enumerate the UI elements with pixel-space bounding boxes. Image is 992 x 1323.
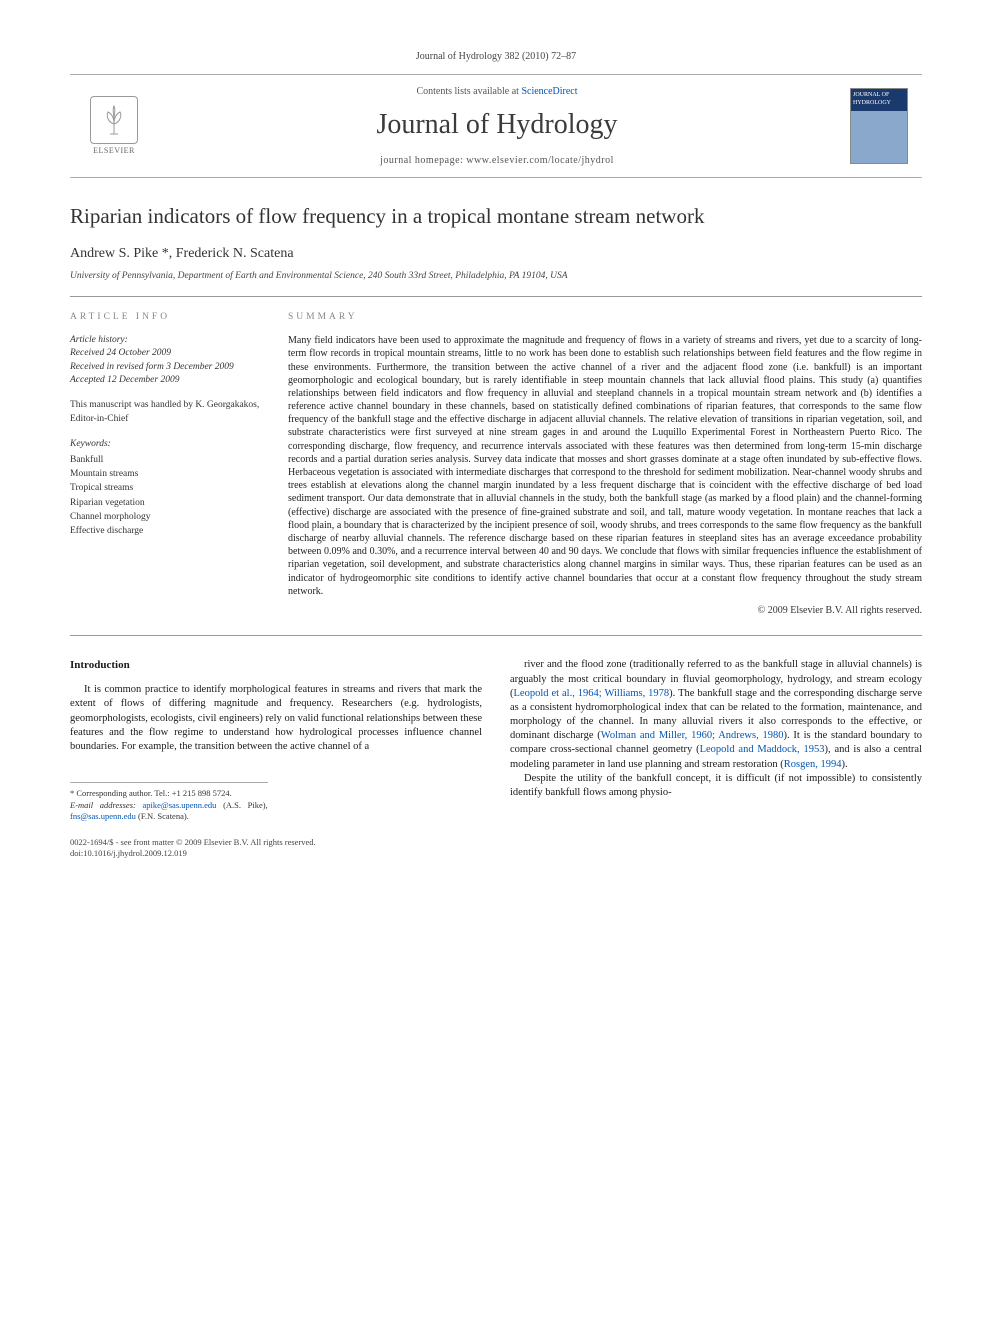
history-received: Received 24 October 2009 bbox=[70, 347, 260, 360]
keywords-list: Bankfull Mountain streams Tropical strea… bbox=[70, 453, 260, 539]
contents-prefix: Contents lists available at bbox=[416, 86, 521, 97]
copyright-line: © 2009 Elsevier B.V. All rights reserved… bbox=[288, 604, 922, 618]
keywords-label: Keywords: bbox=[70, 438, 260, 451]
email-owner: (A.S. Pike), bbox=[216, 800, 267, 810]
history-accepted: Accepted 12 December 2009 bbox=[70, 374, 260, 387]
issn-line: 0022-1694/$ - see front matter © 2009 El… bbox=[70, 837, 922, 848]
bottom-metadata: 0022-1694/$ - see front matter © 2009 El… bbox=[70, 837, 922, 859]
journal-homepage: journal homepage: www.elsevier.com/locat… bbox=[144, 154, 850, 168]
article-info-column: article info Article history: Received 2… bbox=[70, 311, 260, 617]
journal-cover-thumb: JOURNAL OF HYDROLOGY bbox=[850, 88, 908, 164]
email-line: E-mail addresses: apike@sas.upenn.edu (A… bbox=[70, 800, 268, 823]
email-label: E-mail addresses: bbox=[70, 800, 143, 810]
info-summary-row: article info Article history: Received 2… bbox=[70, 297, 922, 635]
contents-line: Contents lists available at ScienceDirec… bbox=[144, 85, 850, 99]
body-right-column: river and the flood zone (traditionally … bbox=[510, 658, 922, 822]
article-affiliation: University of Pennsylvania, Department o… bbox=[70, 270, 922, 283]
keyword: Tropical streams bbox=[70, 481, 260, 495]
body-left-column: Introduction It is common practice to id… bbox=[70, 658, 482, 822]
email-link[interactable]: apike@sas.upenn.edu bbox=[143, 800, 217, 810]
intro-heading: Introduction bbox=[70, 658, 482, 673]
article-authors: Andrew S. Pike *, Frederick N. Scatena bbox=[70, 245, 922, 264]
email-owner: (F.N. Scatena). bbox=[136, 811, 189, 821]
sciencedirect-link[interactable]: ScienceDirect bbox=[521, 86, 577, 97]
article-history: Article history: Received 24 October 200… bbox=[70, 334, 260, 387]
body-columns: Introduction It is common practice to id… bbox=[70, 658, 922, 822]
citation-link[interactable]: Rosgen, 1994 bbox=[784, 759, 842, 770]
journal-reference: Journal of Hydrology 382 (2010) 72–87 bbox=[70, 50, 922, 64]
intro-paragraph: It is common practice to identify morpho… bbox=[70, 683, 482, 754]
citation-link[interactable]: Wolman and Miller, 1960; Andrews, 1980 bbox=[601, 730, 784, 741]
summary-column: summary Many field indicators have been … bbox=[288, 311, 922, 617]
article-title: Riparian indicators of flow frequency in… bbox=[70, 202, 922, 230]
body-paragraph: Despite the utility of the bankfull conc… bbox=[510, 772, 922, 800]
body-paragraph: river and the flood zone (traditionally … bbox=[510, 658, 922, 771]
history-label: Article history: bbox=[70, 334, 260, 347]
citation-link[interactable]: Leopold and Maddock, 1953 bbox=[700, 744, 825, 755]
keyword: Riparian vegetation bbox=[70, 496, 260, 510]
history-revised: Received in revised form 3 December 2009 bbox=[70, 361, 260, 374]
divider bbox=[70, 635, 922, 636]
text-run: ). bbox=[842, 759, 848, 770]
article-info-heading: article info bbox=[70, 311, 260, 324]
abstract-text: Many field indicators have been used to … bbox=[288, 334, 922, 598]
publisher-logo: ELSEVIER bbox=[84, 96, 144, 157]
keyword: Channel morphology bbox=[70, 510, 260, 524]
journal-title: Journal of Hydrology bbox=[144, 106, 850, 144]
homepage-prefix: journal homepage: bbox=[380, 155, 466, 166]
corresponding-author: * Corresponding author. Tel.: +1 215 898… bbox=[70, 788, 268, 799]
summary-heading: summary bbox=[288, 311, 922, 324]
citation-link[interactable]: Leopold et al., 1964; Williams, 1978 bbox=[514, 688, 670, 699]
journal-header-box: ELSEVIER Contents lists available at Sci… bbox=[70, 74, 922, 179]
footnotes: * Corresponding author. Tel.: +1 215 898… bbox=[70, 782, 268, 822]
keyword: Effective discharge bbox=[70, 524, 260, 538]
keyword: Mountain streams bbox=[70, 467, 260, 481]
email-link[interactable]: fns@sas.upenn.edu bbox=[70, 811, 136, 821]
publisher-name: ELSEVIER bbox=[84, 146, 144, 157]
keyword: Bankfull bbox=[70, 453, 260, 467]
editor-note: This manuscript was handled by K. Georga… bbox=[70, 399, 260, 426]
header-center: Contents lists available at ScienceDirec… bbox=[144, 85, 850, 168]
homepage-url: www.elsevier.com/locate/jhydrol bbox=[466, 155, 614, 166]
doi-line: doi:10.1016/j.jhydrol.2009.12.019 bbox=[70, 848, 922, 859]
elsevier-tree-icon bbox=[90, 96, 138, 144]
